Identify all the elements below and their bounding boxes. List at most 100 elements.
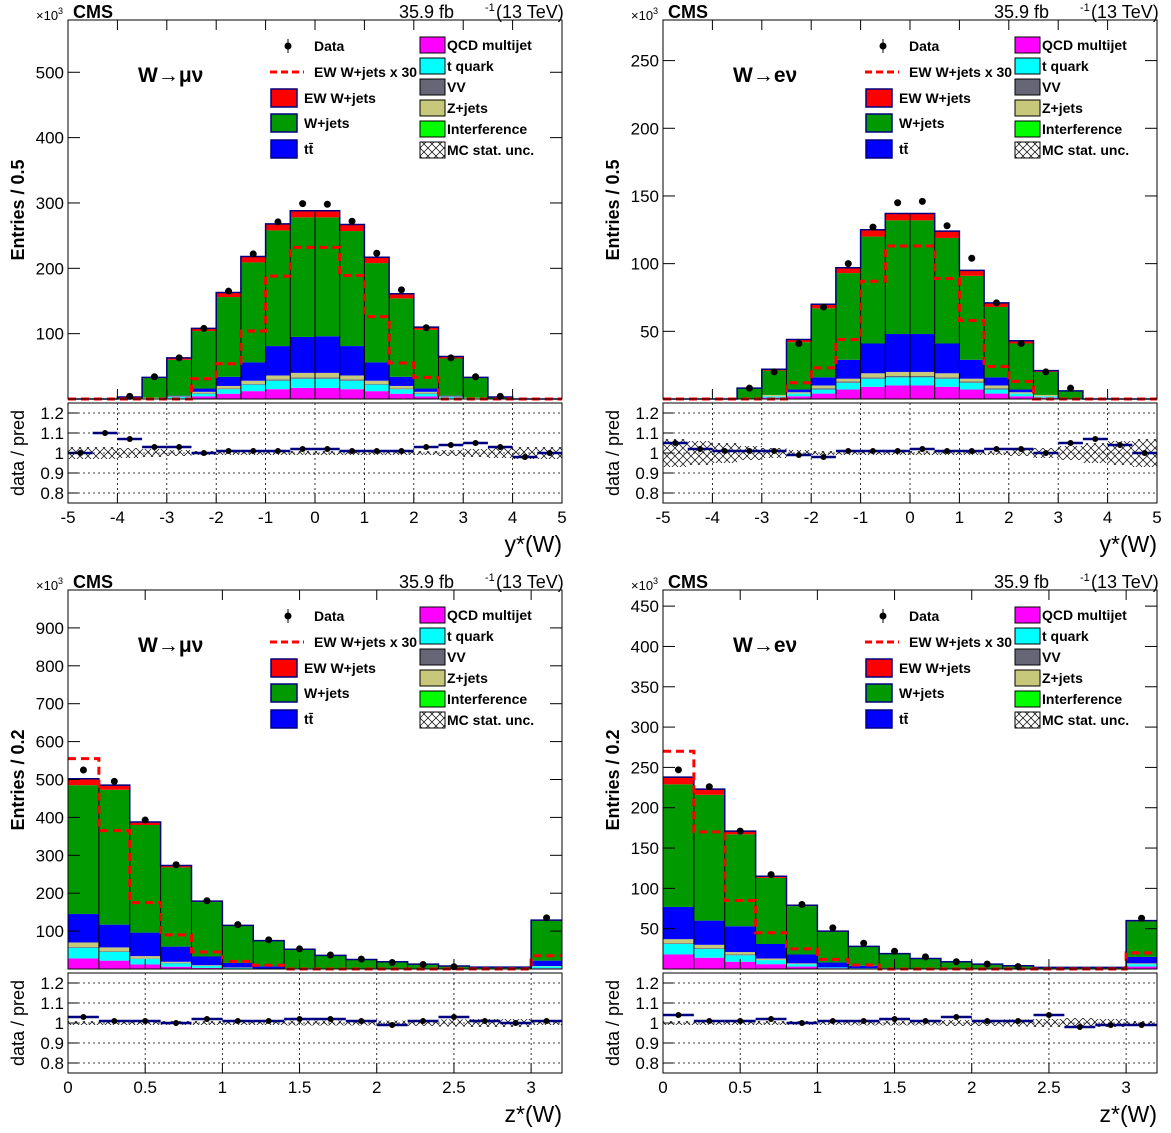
bar-vv-bin-12 [364, 383, 390, 385]
bar-wjets-bin-8 [315, 955, 346, 969]
energy-label: (13 TeV) [1091, 2, 1159, 22]
bar-tquark-bin-8 [265, 380, 291, 390]
data-point [943, 222, 951, 230]
bar-ttbar-bin-4 [786, 954, 818, 964]
x-axis-label: z*(W) [1100, 1101, 1157, 1127]
bar-zjets-bin-4 [761, 394, 787, 397]
ratio-points [663, 436, 1157, 460]
mc-stat-bin [910, 451, 935, 455]
ratio-point [795, 452, 802, 458]
ratio-point [481, 1018, 488, 1024]
legend: Data EW W+jets x 30 EW W+jets W+jets tt̄ QCD … [270, 606, 534, 729]
xtick-label: 0 [905, 508, 914, 527]
lumi-label: 35.9 fb [399, 572, 454, 592]
bar-ttbar-bin-14 [413, 388, 439, 392]
ratio-point [820, 454, 827, 460]
ratio-point [423, 444, 430, 450]
ratio-point [721, 448, 728, 454]
data-point [770, 368, 778, 376]
ratio-point [546, 450, 553, 456]
ratio-ytick-label: 1 [650, 444, 659, 463]
bar-wjets-bin-11 [339, 231, 365, 347]
legend-data-label: Data [909, 608, 940, 624]
ratio-point [77, 450, 84, 456]
exponent-power: 3 [58, 6, 63, 16]
data-point [203, 897, 211, 905]
mc-stat-bin [142, 449, 167, 457]
ratio-ytick-label: 0.9 [40, 464, 64, 483]
legend-zjets-swatch [419, 669, 446, 687]
legend-mcstat-label: MC stat. unc. [1042, 712, 1129, 728]
bar-wjets-bin-0 [663, 784, 694, 907]
legend-zjets-label: Z+jets [447, 100, 488, 116]
ratio-ytick-label: 1 [55, 1014, 64, 1033]
bar-qcd-bin-0 [68, 958, 99, 969]
data-point [496, 392, 504, 400]
data-point [110, 777, 118, 785]
bar-ttbar-bin-13 [984, 377, 1009, 386]
ratio-point [111, 1018, 118, 1024]
data-point [894, 199, 902, 207]
mc-stat-bin [755, 1021, 787, 1025]
legend-qcd-swatch [419, 36, 446, 54]
ratio-point [993, 446, 1000, 452]
data-point [357, 955, 365, 963]
ratio-point [497, 444, 504, 450]
bar-zjets-bin-10 [910, 371, 935, 376]
data-points [126, 200, 504, 400]
bar-tquark-bin-14 [1008, 393, 1034, 397]
ratio-ytick-label: 0.9 [635, 464, 659, 483]
bar-wjets-bin-5 [817, 931, 849, 963]
mc-stat-bin [117, 448, 143, 458]
data-point [968, 254, 976, 262]
legend-vv-swatch [1014, 648, 1041, 666]
mc-stat-bin [191, 1021, 223, 1025]
bar-tquark-bin-12 [364, 384, 390, 392]
bar-tquark-bin-11 [934, 378, 960, 387]
ratio-point [420, 1018, 427, 1024]
data-point [249, 250, 257, 258]
legend-ttbar-swatch [865, 139, 893, 159]
bar-tquark-bin-5 [786, 393, 812, 397]
bar-ttbar-bin-12 [364, 362, 390, 381]
y-axis-label: Entries / 0.5 [603, 159, 623, 260]
mc-stat-bin [663, 1021, 694, 1025]
exponent-label: ×10 [36, 8, 58, 23]
legend-qcd-label: QCD multijet [1042, 37, 1127, 53]
exponent-power: 3 [653, 6, 658, 16]
bar-wjets-bin-2 [724, 834, 756, 927]
data-point [736, 827, 744, 835]
bar-qcd-bin-4 [786, 966, 818, 969]
xtick-label: 2 [1004, 508, 1013, 527]
bar-zjets-bin-7 [240, 380, 266, 384]
legend-interference-label: Interference [1042, 121, 1122, 137]
xtick-label: 4 [508, 508, 517, 527]
bar-zjets-bin-11 [934, 373, 960, 378]
data-point [705, 783, 713, 791]
ratio-point [1092, 436, 1099, 442]
data-point [373, 249, 381, 257]
bar-tquark-bin-0 [68, 947, 99, 959]
ytick-label: 300 [36, 846, 64, 865]
bar-ttbar-bin-11 [339, 346, 365, 376]
ratio-point [1042, 450, 1049, 456]
bar-qcd-bin-13 [389, 393, 414, 399]
bar-tquark-bin-4 [761, 396, 787, 398]
channel-label: W→eν [733, 64, 797, 87]
xtick-label: 0 [310, 508, 319, 527]
bar-vv-bin-1 [693, 948, 725, 949]
legend-ew-label: EW W+jets [899, 90, 971, 106]
bar-tquark-bin-15 [1126, 964, 1157, 967]
bar-wjets-bin-16 [463, 378, 488, 398]
bar-qcd-bin-7 [240, 391, 266, 399]
ratio-point [1045, 1012, 1052, 1018]
bar-zjets-bin-2 [724, 952, 756, 955]
bar-vv-bin-12 [959, 381, 985, 383]
exponent-label: ×10 [631, 8, 653, 23]
bar-ttbar-bin-6 [848, 965, 880, 969]
data-point [952, 958, 960, 966]
legend-interference-label: Interference [1042, 691, 1122, 707]
bar-tquark-bin-7 [240, 384, 266, 392]
legend-wjets-swatch [865, 683, 893, 703]
